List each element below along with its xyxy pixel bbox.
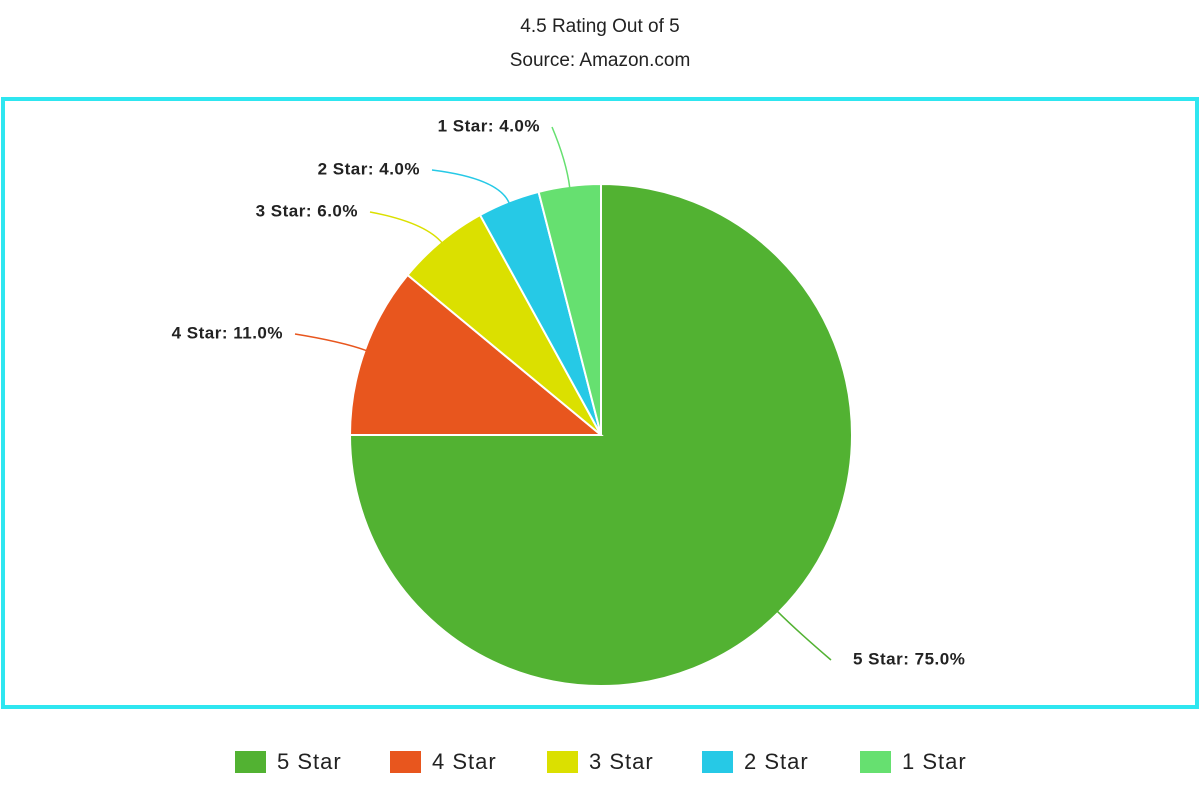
legend-label: 5 Star [277,749,342,774]
leader-line [776,610,832,661]
legend-label: 4 Star [432,749,497,774]
data-label: 4 Star: 11.0% [172,323,283,342]
data-label: 3 Star: 6.0% [256,201,358,220]
legend-label: 2 Star [744,749,809,774]
plot-border [1,97,1199,709]
chart-subtitle: Source: Amazon.com [510,50,691,71]
data-label: 2 Star: 4.0% [318,159,420,178]
leader-line [551,126,571,189]
legend-label: 1 Star [902,749,967,774]
legend-label: 3 Star [589,749,654,774]
data-label: 1 Star: 4.0% [438,116,540,135]
legend-swatch [547,751,578,773]
data-label: 5 Star: 75.0% [853,649,965,668]
leader-line [369,211,443,244]
leader-line [431,169,511,204]
legend-swatch [390,751,421,773]
legend-swatch [702,751,733,773]
chart-title: 4.5 Rating Out of 5 [520,16,680,37]
legend-swatch [235,751,266,773]
leader-line [294,333,367,352]
legend-swatch [860,751,891,773]
